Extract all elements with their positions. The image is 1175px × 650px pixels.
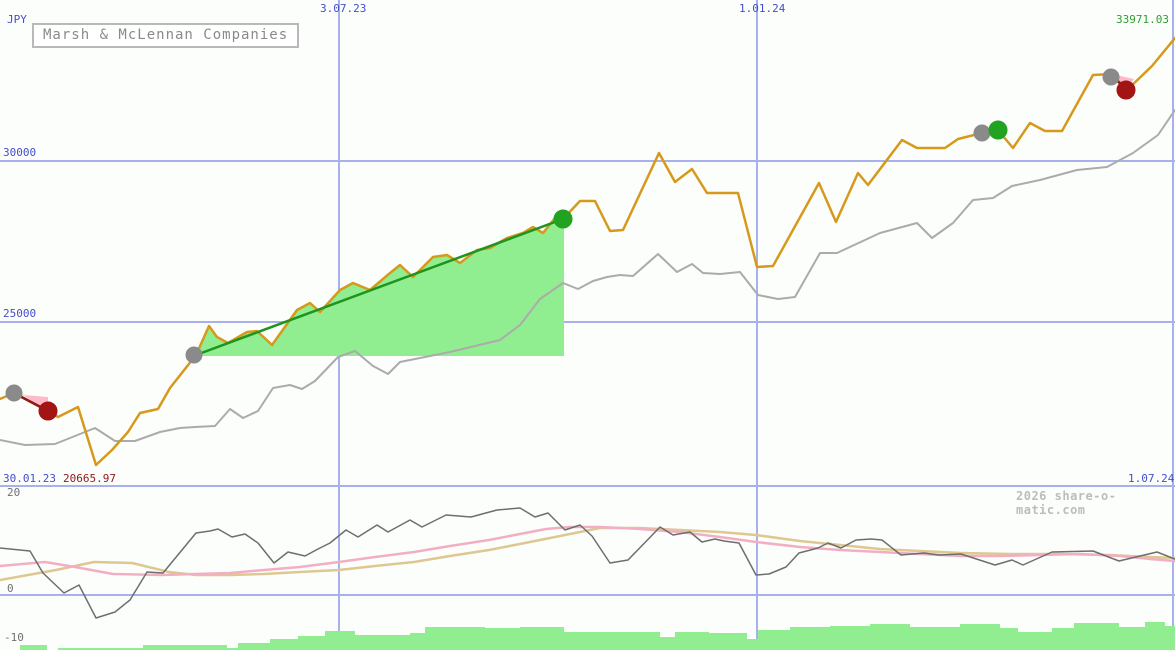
- volume-bar: [143, 645, 227, 650]
- volume-bar: [790, 627, 830, 650]
- trade3-entry-marker: [973, 124, 991, 142]
- chart-title: Marsh & McLennan Companies: [32, 23, 300, 48]
- indicator-tick-0: 0: [7, 582, 14, 595]
- current-price-label: 33971.03: [1116, 13, 1169, 26]
- indicator-tan-line: [0, 526, 1175, 582]
- volume-bar: [227, 648, 238, 650]
- volume-bar: [425, 627, 485, 650]
- low-price-label: 20665.97: [63, 472, 116, 485]
- volume-bar: [1052, 628, 1074, 650]
- volume-bar: [355, 635, 410, 650]
- volume-bar: [660, 637, 675, 650]
- trade4-exit-marker: [1116, 80, 1136, 100]
- volume-bar: [910, 627, 960, 650]
- volume-bar: [1018, 632, 1052, 650]
- price-line: [0, 36, 1175, 467]
- volume-bar: [758, 630, 790, 650]
- trade1-entry-marker: [5, 384, 23, 402]
- volume-bar: [325, 631, 355, 650]
- volume-bar: [1119, 627, 1145, 650]
- indicator-tick-20: 20: [7, 486, 21, 499]
- volume-bar: [747, 639, 758, 650]
- volume-bar: [675, 632, 709, 650]
- volume-bar: [58, 648, 143, 650]
- y-tick-25000: 25000: [3, 307, 37, 320]
- trade1-exit-marker: [38, 401, 58, 421]
- volume-bar: [960, 624, 1000, 650]
- volume-bar: [20, 645, 47, 650]
- indicator-dark-line: [0, 507, 1175, 619]
- volume-bar: [298, 636, 325, 650]
- benchmark-line: [0, 109, 1175, 446]
- currency-label: JPY: [7, 13, 27, 26]
- volume-bar: [485, 628, 520, 650]
- volume-bar: [709, 633, 747, 650]
- trend-trade2-line: [194, 217, 565, 357]
- bottom-right-date-label: 1.07.24: [1128, 472, 1175, 485]
- volume-bar: [1074, 623, 1119, 650]
- top-date-label-2: 1.01.24: [739, 2, 786, 15]
- volume-bar: [520, 627, 564, 650]
- volume-bar: [830, 626, 870, 650]
- top-date-label-1: 3.07.23: [320, 2, 367, 15]
- volume-bar: [870, 624, 910, 650]
- watermark: 2026 share-o-matic.com: [1016, 489, 1117, 517]
- trade2-entry-marker: [185, 346, 203, 364]
- volume-bar: [410, 633, 425, 650]
- volume-bar: [270, 639, 298, 650]
- y-tick-30000: 30000: [3, 146, 37, 159]
- trade3-exit-marker: [988, 120, 1008, 140]
- volume-bar: [1145, 622, 1165, 650]
- trade2-exit-marker: [553, 209, 573, 229]
- bottom-left-date-label: 30.01.23: [3, 472, 56, 485]
- indicator-tick-minus10: -10: [4, 631, 24, 644]
- volume-bar: [238, 643, 270, 650]
- trade4-entry-marker: [1102, 68, 1120, 86]
- volume-bar: [1000, 628, 1018, 650]
- volume-bar: [564, 632, 660, 650]
- volume-bar: [1165, 626, 1175, 650]
- indicator-pink-line: [0, 525, 1175, 577]
